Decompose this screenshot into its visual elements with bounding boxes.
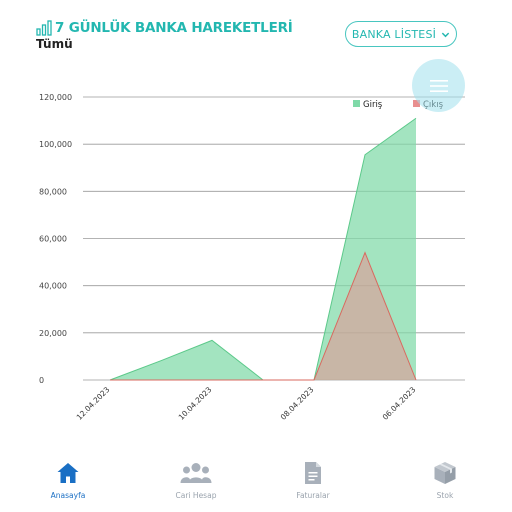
- chevron-down-icon: [441, 32, 450, 37]
- legend-swatch: [413, 100, 420, 107]
- home-icon: [57, 463, 79, 483]
- title-row: 7 GÜNLÜK BANKA HAREKETLERİ: [36, 20, 293, 36]
- series-area-giris: [110, 118, 416, 380]
- legend-label: Giriş: [363, 100, 383, 110]
- tab-stok[interactable]: Stok: [395, 455, 495, 500]
- menu-button[interactable]: [412, 59, 465, 112]
- y-tick-label: 120,000: [39, 93, 72, 102]
- series-line-cikis: [110, 251, 417, 381]
- tab-faturalar[interactable]: Faturalar: [263, 455, 363, 500]
- legend-swatch: [353, 100, 360, 107]
- hamburger-menu-icon: [429, 79, 448, 92]
- y-tick-label: 100,000: [39, 140, 72, 149]
- tab-label: Anasayfa: [50, 491, 86, 500]
- y-tick-label: 80,000: [39, 187, 67, 196]
- bank-list-button[interactable]: BANKA LİSTESİ: [345, 21, 457, 47]
- bar-chart-icon: [36, 20, 52, 36]
- filter-subtitle: Tümü: [36, 37, 73, 51]
- y-tick-label: 0: [39, 376, 44, 385]
- x-tick-label: 12.04.2023: [75, 385, 112, 422]
- page-title: 7 GÜNLÜK BANKA HAREKETLERİ: [55, 20, 293, 36]
- box-icon: [434, 462, 456, 484]
- bank-movements-chart: 0 20,000 40,000 60,000 80,000 100,000 120,000 1…: [39, 93, 465, 422]
- tab-anasayfa[interactable]: Anasayfa: [18, 455, 118, 500]
- tab-cari-hesap[interactable]: Cari Hesap: [146, 455, 246, 500]
- series-area-cikis: [110, 252, 416, 380]
- users-icon: [180, 463, 212, 483]
- x-tick-label: 08.04.2023: [279, 385, 316, 422]
- x-tick-label: 06.04.2023: [381, 385, 418, 422]
- y-tick-label: 60,000: [39, 235, 67, 244]
- bottom-tab-bar: Anasayfa Cari Hesap Faturalar Stok: [0, 455, 512, 512]
- tab-label: Stok: [436, 491, 454, 500]
- document-icon: [305, 462, 321, 484]
- tab-label: Cari Hesap: [175, 491, 217, 500]
- y-tick-label: 40,000: [39, 282, 67, 291]
- tab-label: Faturalar: [296, 491, 330, 500]
- y-tick-label: 20,000: [39, 329, 67, 338]
- x-tick-label: 10.04.2023: [177, 385, 214, 422]
- bank-list-label: BANKA LİSTESİ: [351, 27, 437, 41]
- header: 7 GÜNLÜK BANKA HAREKETLERİ Tümü BANKA Lİ…: [0, 0, 512, 60]
